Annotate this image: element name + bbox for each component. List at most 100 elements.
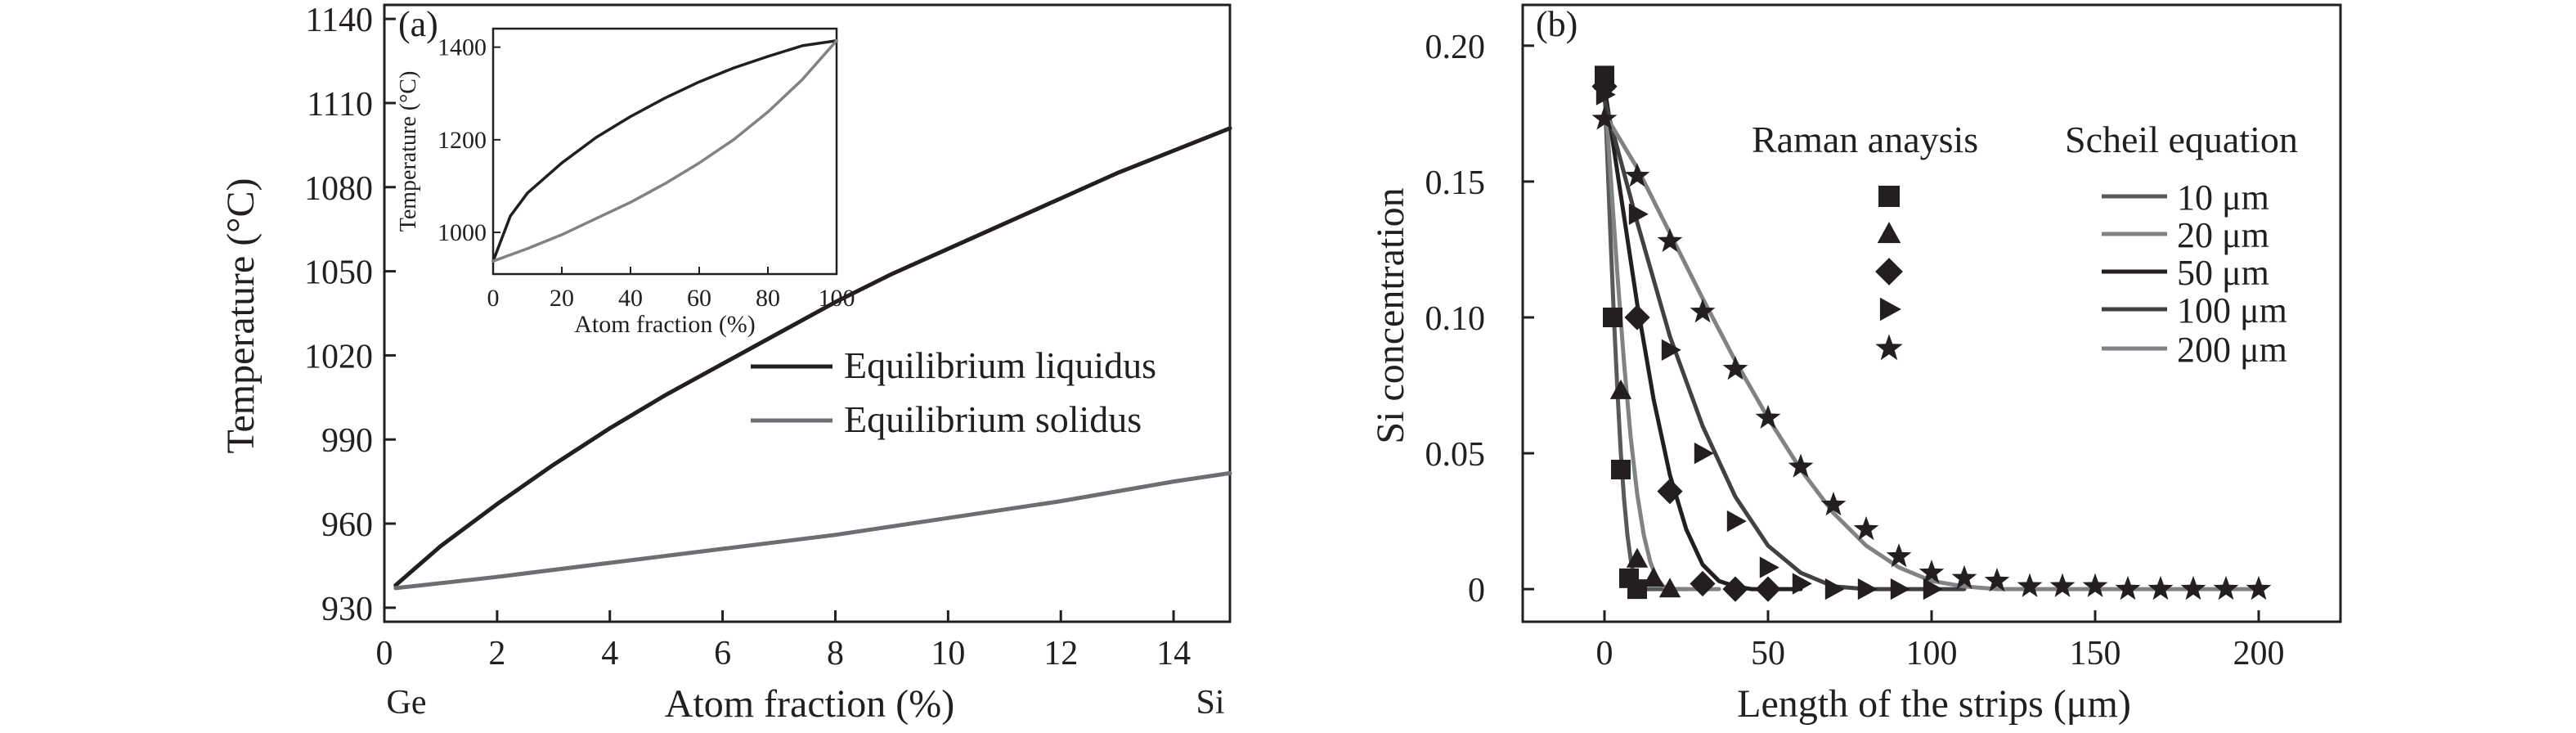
panel-b-marker-triangle-up: [1642, 567, 1665, 587]
panel-a-legend-label: Equilibrium solidus: [844, 398, 1142, 440]
panel-b-marker-star: [1951, 564, 1977, 589]
panel-b-marker-diamond: [1591, 74, 1618, 100]
panel-a-x-axis-label: Atom fraction (%): [665, 682, 955, 726]
inset-y-tick-label: 1200: [438, 127, 487, 154]
panel-a-label: (a): [398, 4, 438, 44]
panel-b-marker-star: [2246, 575, 2272, 600]
panel-a-axes-frame: [383, 3, 1232, 623]
panel-a-y-tick-label: 960: [321, 506, 373, 544]
panel-b-marker-triangle-right: [1792, 573, 1812, 595]
panel-b-x-tick-label: 150: [2070, 635, 2121, 672]
panel-b-y-tick-label: 0.10: [1425, 300, 1486, 338]
panel-b-marker-star: [1755, 404, 1781, 429]
panel-b-marker-diamond: [1690, 570, 1716, 597]
panel-b-y-tick-label: 0.20: [1425, 29, 1486, 66]
panel-b-scheil-line-4: [1602, 97, 1967, 591]
panel-b-y-axis-label: Si concentration: [1369, 187, 1412, 443]
panel-b-marker-star: [1591, 106, 1618, 130]
panel-b-marker-star: [2147, 575, 2174, 600]
panel-b-marker-triangle-right: [1661, 339, 1681, 361]
panel-b-legend-marker: [1878, 186, 1900, 207]
panel-a-x-tick-label: 8: [827, 635, 844, 672]
panel-b-marker-star: [1853, 515, 1879, 541]
panel-b-legend-header-raman: Raman anaysis: [1752, 119, 1978, 160]
panel-b-marker-star: [1919, 560, 1945, 584]
inset-x-tick-label: 40: [618, 285, 643, 312]
panel-b-legend-marker: [1879, 297, 1901, 322]
panel-b-marker-triangle-up: [1626, 547, 1649, 568]
panel-b-marker-diamond: [1624, 304, 1650, 331]
panel-b-y-tick-label: 0.15: [1425, 164, 1486, 202]
inset-y-axis-label: Temperature (°C): [396, 71, 421, 232]
panel-b-marker-star: [1624, 163, 1650, 187]
panel-b-x-axis-label: Length of the strips (μm): [1737, 682, 2131, 726]
panel-a-y-tick-label: 990: [321, 422, 373, 460]
panel-b-marker-star: [1886, 543, 1912, 568]
panel-b-legend-label: 10 μm: [2177, 178, 2269, 218]
panel-a-y-tick-label: 930: [321, 591, 373, 628]
panel-b-marker-star: [2115, 575, 2141, 600]
inset-x-tick-label: 20: [550, 285, 574, 312]
panel-b-marker-star: [2082, 573, 2108, 597]
panel-a-series-line-2: [393, 470, 1232, 591]
panel-b-marker-star: [2049, 573, 2076, 597]
panel-b-y-tick-label: 0.05: [1425, 436, 1486, 474]
panel-a-y-tick-label: 1050: [304, 254, 373, 292]
panel-b-marker-star: [1820, 492, 1847, 516]
inset-x-tick-label: 80: [756, 285, 780, 312]
panel-b-marker-diamond: [1722, 576, 1748, 602]
inset-x-tick-label: 60: [687, 285, 711, 312]
panel-b-marker-star: [1984, 568, 2010, 592]
panel-a-y-tick-label: 1140: [306, 2, 373, 39]
panel-b-marker-triangle-right: [1628, 203, 1649, 225]
panel-a-x-tick-label: 14: [1156, 635, 1191, 672]
panel-b-marker-star: [1788, 453, 1814, 478]
panel-b-marker-triangle-right: [1890, 578, 1910, 600]
panel-b-scheil-line-3: [1602, 84, 1803, 591]
panel-b-marker-diamond: [1657, 479, 1683, 505]
panel-a-y-tick-label: 1110: [307, 86, 373, 124]
panel-b-legend-marker: [1875, 334, 1903, 361]
inset-x-axis-label: Atom fraction (%): [574, 311, 756, 338]
panel-b-legend-label: 20 μm: [2177, 215, 2269, 255]
inset-series-line-2: [491, 38, 838, 263]
panel-b-marker-triangle-right: [1595, 83, 1616, 106]
panel-a-x-tick-label: 6: [714, 635, 731, 672]
panel-a-x-tick-label: 12: [1043, 635, 1078, 672]
panel-b-x-tick-label: 50: [1751, 635, 1785, 672]
panel-a-y-tick-label: 1020: [304, 338, 373, 375]
panel-b-x-tick-label: 0: [1596, 635, 1613, 672]
panel-b-marker-triangle-right: [1694, 442, 1714, 465]
panel-b-legend-label: 50 μm: [2177, 253, 2269, 293]
panel-b-marker-triangle-right: [1857, 578, 1878, 600]
panel-b-marker-diamond: [1755, 576, 1781, 602]
inset-y-tick-label: 1000: [438, 219, 487, 246]
panel-b-marker-star: [2180, 575, 2206, 600]
panel-b-marker-triangle-right: [1759, 556, 1779, 578]
panel-b-marker-square: [1627, 579, 1647, 600]
panel-a-y-axis-label: Temperature (°C): [219, 178, 263, 453]
panel-a-x-tick-label: 10: [931, 635, 965, 672]
panel-b-marker-square: [1603, 307, 1622, 327]
panel-b-marker-triangle-up: [1658, 578, 1681, 598]
panel-b-legend-label: 100 μm: [2177, 290, 2287, 331]
inset-x-tick-label: 100: [819, 285, 855, 312]
panel-a-legend-label: Equilibrium liquidus: [844, 344, 1156, 386]
panel-b-scheil-line-5: [1602, 111, 2261, 591]
inset-x-tick-label: 0: [487, 285, 500, 312]
panel-a-x-end-label-left: Ge: [387, 684, 427, 722]
panel-b-marker-star: [2213, 575, 2239, 600]
panel-b-legend-marker: [1875, 258, 1903, 286]
inset-series-line-1: [491, 38, 838, 263]
panel-a-x-tick-label: 2: [488, 635, 505, 672]
panel-a-y-tick-label: 1080: [304, 170, 373, 208]
panel-a-series-line-1: [393, 126, 1232, 587]
panel-b-x-tick-label: 100: [1906, 635, 1958, 672]
panel-b-marker-triangle-right: [1923, 578, 1943, 600]
panel-a-x-tick-label: 0: [376, 635, 393, 672]
inset-axes-frame: [491, 27, 838, 276]
panel-b-y-tick-label: 0: [1468, 572, 1485, 609]
panel-b-marker-triangle-right: [1726, 510, 1747, 533]
panel-b-marker-square: [1611, 459, 1631, 479]
